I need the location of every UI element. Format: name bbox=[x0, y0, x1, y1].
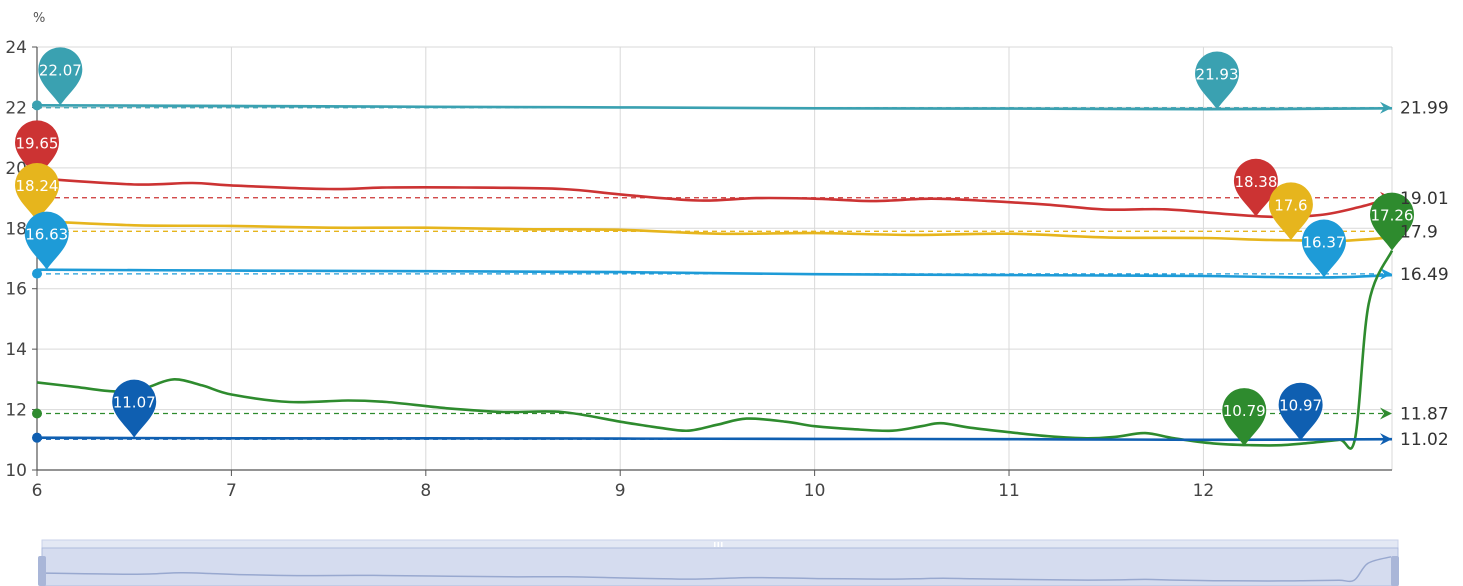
marker-pin[interactable]: 18.38 bbox=[1233, 158, 1278, 217]
data-zoom-preview-line bbox=[45, 556, 1392, 583]
marker-pin[interactable]: 16.63 bbox=[24, 211, 69, 270]
marker-pin-label: 17.6 bbox=[1274, 196, 1307, 214]
x-tick-label: 6 bbox=[32, 481, 43, 501]
mean-line-start-dot bbox=[32, 408, 42, 419]
y-tick-label: 24 bbox=[5, 38, 27, 58]
marker-pin-label: 16.37 bbox=[1302, 234, 1345, 252]
marker-pin-shape[interactable] bbox=[24, 211, 69, 270]
data-zoom-handle-left[interactable] bbox=[38, 556, 46, 586]
marker-pin-label: 18.24 bbox=[16, 177, 59, 195]
marker-pin-label: 22.07 bbox=[39, 61, 82, 79]
x-tick-label: 9 bbox=[615, 481, 626, 501]
y-tick-label: 18 bbox=[5, 219, 27, 239]
marker-pin[interactable]: 19.65 bbox=[15, 120, 59, 179]
mean-end-label: 21.99 bbox=[1400, 99, 1449, 119]
marker-pin[interactable]: 11.07 bbox=[112, 379, 157, 438]
mean-end-label: 11.87 bbox=[1400, 404, 1449, 424]
mean-end-label: 16.49 bbox=[1400, 265, 1449, 285]
marker-pin-label: 11.07 bbox=[113, 394, 156, 412]
marker-pin-shape[interactable] bbox=[1233, 158, 1278, 217]
series-line[interactable] bbox=[36, 436, 1393, 442]
series-lines bbox=[36, 104, 1394, 450]
marker-pin[interactable]: 10.97 bbox=[1278, 382, 1323, 441]
marker-pin-shape[interactable] bbox=[1301, 219, 1346, 278]
x-tick-label: 11 bbox=[998, 481, 1020, 501]
x-tick-label: 8 bbox=[420, 481, 431, 501]
mean-end-label: 11.02 bbox=[1400, 430, 1449, 450]
x-tick-label: 12 bbox=[1193, 481, 1215, 501]
marker-pin[interactable]: 10.79 bbox=[1222, 388, 1267, 447]
series-line[interactable] bbox=[36, 177, 1393, 219]
marker-pins: 22.07 21.93 19.65 18.38 18.24 17.6 16.63 16.37 1… bbox=[15, 47, 1414, 447]
series-line[interactable] bbox=[36, 250, 1394, 450]
marker-pin-label: 16.63 bbox=[25, 226, 68, 244]
mean-line-start-dot bbox=[32, 268, 42, 279]
marker-pin-shape[interactable] bbox=[15, 163, 59, 222]
marker-pin-label: 17.26 bbox=[1371, 207, 1414, 225]
marker-pin[interactable]: 16.37 bbox=[1301, 219, 1346, 278]
marker-pin-shape[interactable] bbox=[1195, 51, 1240, 110]
marker-pin-label: 21.93 bbox=[1196, 66, 1239, 84]
series-line[interactable] bbox=[36, 104, 1393, 111]
series-line[interactable] bbox=[36, 268, 1393, 279]
marker-pin-label: 18.38 bbox=[1234, 173, 1277, 191]
marker-pin-shape[interactable] bbox=[15, 120, 59, 179]
mean-end-labels: 21.99 19.01 17.9 16.49 11.87 11.02 bbox=[1400, 99, 1449, 450]
y-tick-label: 14 bbox=[5, 340, 27, 360]
y-tick-label: 16 bbox=[5, 280, 27, 300]
marker-pin-label: 19.65 bbox=[16, 134, 59, 152]
marker-pin[interactable]: 17.6 bbox=[1268, 182, 1313, 241]
marker-pin-shape[interactable] bbox=[38, 47, 83, 106]
y-tick-label: 22 bbox=[5, 98, 27, 118]
marker-pin-label: 10.97 bbox=[1279, 397, 1322, 415]
marker-pin-shape[interactable] bbox=[1268, 182, 1313, 241]
data-zoom-slider[interactable] bbox=[38, 539, 1399, 586]
marker-pin-shape[interactable] bbox=[112, 379, 157, 438]
mean-end-label: 19.01 bbox=[1400, 189, 1449, 209]
marker-pin-shape[interactable] bbox=[1370, 192, 1414, 251]
marker-pin-label: 10.79 bbox=[1223, 402, 1266, 420]
x-tick-label: 10 bbox=[804, 481, 826, 501]
mean-line-arrow bbox=[1380, 267, 1392, 280]
data-zoom-handle-right[interactable] bbox=[1391, 556, 1399, 586]
marker-pin[interactable]: 22.07 bbox=[38, 47, 83, 106]
marker-pin[interactable]: 18.24 bbox=[15, 163, 59, 222]
y-axis-unit-label: % bbox=[33, 11, 45, 26]
mean-end-label: 17.9 bbox=[1400, 222, 1438, 242]
marker-pin[interactable]: 21.93 bbox=[1195, 51, 1240, 110]
marker-pin-shape[interactable] bbox=[1222, 388, 1267, 447]
mean-line-arrow bbox=[1380, 407, 1392, 420]
x-tick-label: 7 bbox=[226, 481, 237, 501]
series-line[interactable] bbox=[36, 219, 1393, 243]
marker-pin[interactable]: 17.26 bbox=[1370, 192, 1414, 251]
y-tick-label: 10 bbox=[5, 461, 27, 481]
marker-pin-shape[interactable] bbox=[1278, 382, 1323, 441]
mean-line-start-dot bbox=[32, 432, 42, 443]
y-tick-label: 12 bbox=[5, 401, 27, 421]
data-zoom-grip-icon[interactable] bbox=[714, 542, 723, 547]
